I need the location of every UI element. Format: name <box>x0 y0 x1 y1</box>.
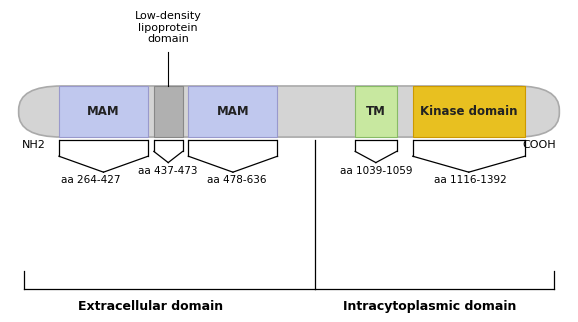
Text: Low-density
lipoprotein
domain: Low-density lipoprotein domain <box>135 11 202 44</box>
FancyBboxPatch shape <box>413 86 525 137</box>
FancyBboxPatch shape <box>18 86 560 137</box>
Text: aa 1116-1392: aa 1116-1392 <box>434 175 506 185</box>
Text: COOH: COOH <box>523 140 557 150</box>
Text: aa 264-427: aa 264-427 <box>61 175 120 185</box>
Text: TM: TM <box>366 105 386 118</box>
Text: NH2: NH2 <box>21 140 46 150</box>
Text: MAM: MAM <box>217 105 249 118</box>
FancyBboxPatch shape <box>59 86 148 137</box>
Text: MAM: MAM <box>87 105 120 118</box>
Text: aa 437-473: aa 437-473 <box>139 166 198 176</box>
Text: Extracellular domain: Extracellular domain <box>79 300 224 313</box>
Text: Intracytoplasmic domain: Intracytoplasmic domain <box>343 300 517 313</box>
FancyBboxPatch shape <box>188 86 277 137</box>
Text: aa 1039-1059: aa 1039-1059 <box>340 166 412 176</box>
FancyBboxPatch shape <box>355 86 397 137</box>
Text: Kinase domain: Kinase domain <box>420 105 517 118</box>
FancyBboxPatch shape <box>154 86 183 137</box>
Text: aa 478-636: aa 478-636 <box>208 175 267 185</box>
